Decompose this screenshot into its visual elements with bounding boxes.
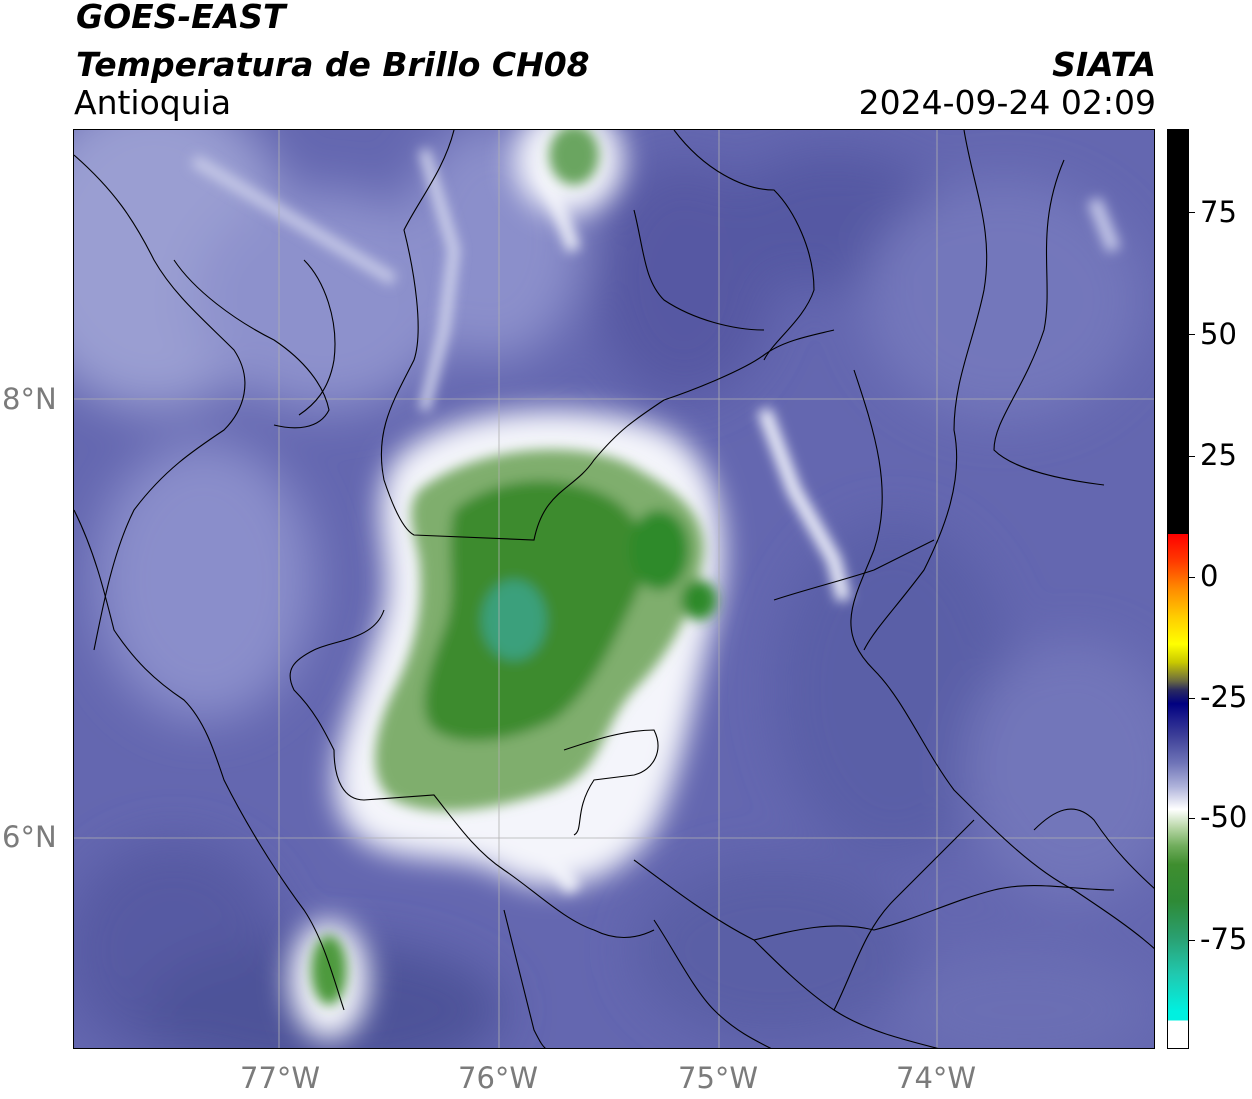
colorbar-tick-75: 75 bbox=[1200, 195, 1237, 229]
region-label: Antioquia bbox=[74, 83, 232, 122]
colorbar-tick-25: 25 bbox=[1200, 438, 1237, 472]
satellite-title: GOES-EAST bbox=[76, 0, 286, 36]
colorbar-tick-0: 0 bbox=[1200, 559, 1219, 593]
colorbar bbox=[1167, 129, 1189, 1049]
lat-label-6n: 6°N bbox=[2, 820, 57, 854]
colorbar-tick-minus-25: -25 bbox=[1200, 680, 1248, 714]
cold-cloud-tops bbox=[311, 130, 717, 1005]
lon-label-74w: 74°W bbox=[896, 1061, 977, 1095]
boundaries bbox=[74, 130, 1154, 1048]
brightness-temperature-map bbox=[73, 129, 1155, 1049]
upper-level-moisture-field bbox=[74, 130, 1154, 1048]
graticule bbox=[74, 130, 1154, 1048]
datetime-label: 2024-09-24 02:09 bbox=[858, 83, 1156, 122]
product-title: Temperatura de Brillo CH08 bbox=[76, 45, 590, 84]
lat-label-8n: 8°N bbox=[2, 382, 57, 416]
colorbar-tick-minus-75: -75 bbox=[1200, 922, 1248, 956]
colorbar-tick-50: 50 bbox=[1200, 317, 1237, 351]
colorbar-tick-minus-50: -50 bbox=[1200, 800, 1248, 834]
lon-label-76w: 76°W bbox=[458, 1061, 539, 1095]
lon-label-77w: 77°W bbox=[240, 1061, 321, 1095]
organization-label: SIATA bbox=[1052, 45, 1156, 84]
lon-label-75w: 75°W bbox=[678, 1061, 759, 1095]
